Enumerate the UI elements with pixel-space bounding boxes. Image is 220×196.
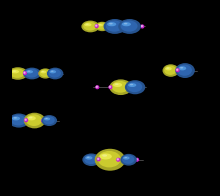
Ellipse shape <box>82 153 100 166</box>
Ellipse shape <box>23 68 41 79</box>
Ellipse shape <box>167 67 169 69</box>
Circle shape <box>24 72 26 74</box>
Circle shape <box>97 158 100 161</box>
Ellipse shape <box>165 67 172 70</box>
Ellipse shape <box>124 23 127 24</box>
Ellipse shape <box>47 68 63 79</box>
Circle shape <box>109 86 112 89</box>
Ellipse shape <box>11 115 26 125</box>
Ellipse shape <box>118 19 141 34</box>
Ellipse shape <box>44 117 50 120</box>
Circle shape <box>95 25 98 27</box>
Circle shape <box>106 25 108 28</box>
Ellipse shape <box>125 157 127 158</box>
Ellipse shape <box>28 71 30 72</box>
Circle shape <box>117 159 118 160</box>
Ellipse shape <box>81 21 99 32</box>
Circle shape <box>117 158 120 161</box>
Ellipse shape <box>97 23 107 30</box>
Circle shape <box>42 120 43 121</box>
Ellipse shape <box>106 21 123 32</box>
Circle shape <box>109 86 110 87</box>
Ellipse shape <box>29 117 33 118</box>
Ellipse shape <box>45 118 48 119</box>
Circle shape <box>42 119 44 122</box>
Circle shape <box>25 119 28 122</box>
Ellipse shape <box>175 63 195 78</box>
Ellipse shape <box>41 115 57 126</box>
Ellipse shape <box>177 65 192 76</box>
Circle shape <box>177 69 178 70</box>
Ellipse shape <box>100 153 112 160</box>
Ellipse shape <box>109 23 113 24</box>
Ellipse shape <box>27 116 36 120</box>
Ellipse shape <box>95 22 109 31</box>
Circle shape <box>141 25 143 27</box>
Ellipse shape <box>87 157 90 158</box>
Circle shape <box>136 158 138 161</box>
Ellipse shape <box>51 71 53 72</box>
Circle shape <box>96 86 99 89</box>
Ellipse shape <box>164 65 176 75</box>
Ellipse shape <box>42 71 44 72</box>
Ellipse shape <box>98 151 121 167</box>
Ellipse shape <box>8 67 28 80</box>
Ellipse shape <box>86 24 89 25</box>
Ellipse shape <box>123 156 130 160</box>
Circle shape <box>176 69 179 72</box>
Ellipse shape <box>13 70 16 72</box>
Ellipse shape <box>120 154 137 166</box>
Circle shape <box>141 25 144 28</box>
Ellipse shape <box>122 155 134 164</box>
Ellipse shape <box>95 149 125 171</box>
Ellipse shape <box>9 113 29 128</box>
Ellipse shape <box>113 83 122 87</box>
Ellipse shape <box>10 68 25 78</box>
Ellipse shape <box>115 83 119 85</box>
Ellipse shape <box>49 69 61 78</box>
Ellipse shape <box>130 84 133 85</box>
Ellipse shape <box>85 156 92 160</box>
Circle shape <box>39 73 40 74</box>
Circle shape <box>96 25 97 26</box>
Circle shape <box>96 86 97 87</box>
Ellipse shape <box>43 116 55 124</box>
Ellipse shape <box>180 67 183 69</box>
Circle shape <box>106 25 107 27</box>
Circle shape <box>39 72 42 75</box>
Ellipse shape <box>99 24 101 25</box>
Ellipse shape <box>38 68 52 79</box>
Ellipse shape <box>50 70 56 73</box>
Ellipse shape <box>26 114 42 126</box>
Ellipse shape <box>127 82 142 92</box>
Ellipse shape <box>40 71 46 73</box>
Circle shape <box>136 159 137 160</box>
Circle shape <box>24 72 25 73</box>
Ellipse shape <box>121 21 138 32</box>
Ellipse shape <box>12 116 20 120</box>
Ellipse shape <box>163 64 179 77</box>
Ellipse shape <box>97 24 103 26</box>
Ellipse shape <box>24 113 45 128</box>
Ellipse shape <box>128 83 136 87</box>
Ellipse shape <box>84 155 98 164</box>
Ellipse shape <box>11 70 19 73</box>
Ellipse shape <box>104 19 126 34</box>
Ellipse shape <box>83 22 97 31</box>
Ellipse shape <box>125 80 145 94</box>
Ellipse shape <box>102 154 107 157</box>
Ellipse shape <box>122 22 131 26</box>
Ellipse shape <box>107 22 116 26</box>
Ellipse shape <box>84 23 92 26</box>
Ellipse shape <box>109 79 132 95</box>
Ellipse shape <box>178 66 186 70</box>
Circle shape <box>25 119 26 120</box>
Circle shape <box>98 158 99 160</box>
Ellipse shape <box>14 117 17 119</box>
Ellipse shape <box>25 69 38 78</box>
Ellipse shape <box>112 81 129 93</box>
Ellipse shape <box>40 69 50 77</box>
Ellipse shape <box>26 70 33 73</box>
